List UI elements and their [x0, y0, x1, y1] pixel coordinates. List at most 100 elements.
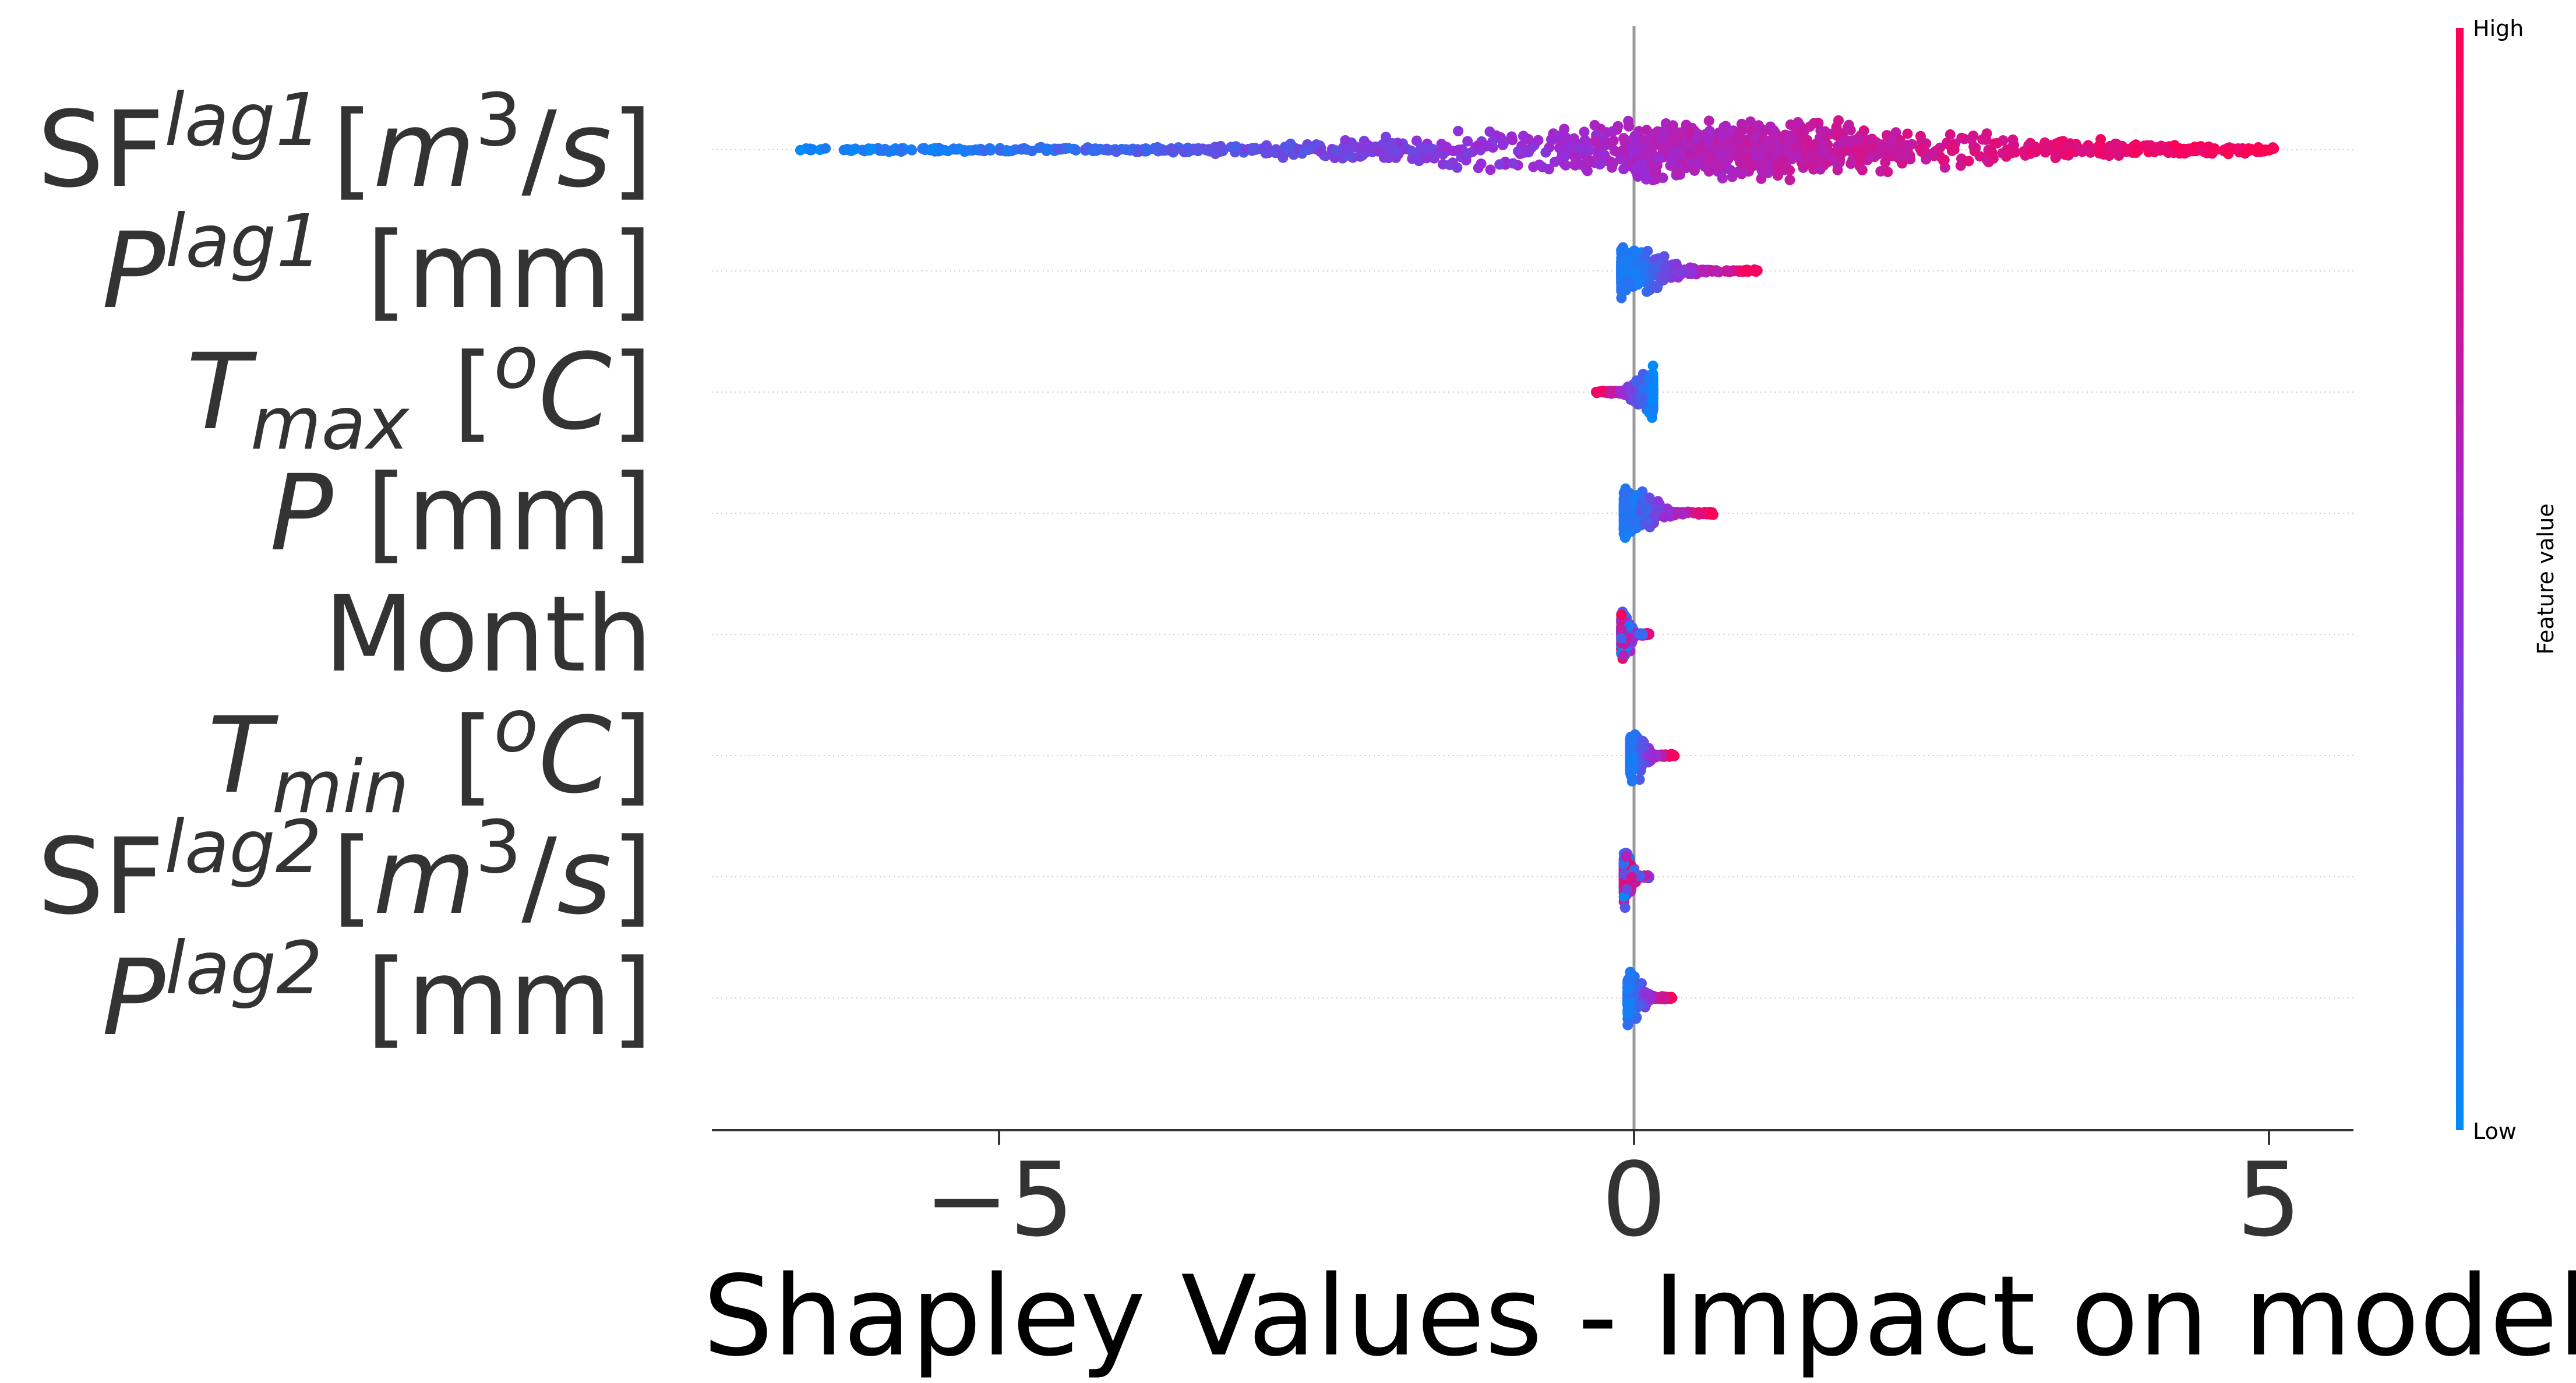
shap-point — [1664, 750, 1675, 761]
shap-point — [1624, 276, 1635, 287]
shap-point — [979, 146, 990, 157]
shap-point — [1148, 143, 1159, 154]
shap-point — [1002, 145, 1013, 156]
shap-point — [1637, 260, 1647, 271]
shap-point — [1498, 137, 1509, 149]
shap-point — [1476, 158, 1487, 170]
shap-point — [1623, 1017, 1634, 1028]
x-axis-ticks: −5 0 5 — [924, 1130, 2302, 1259]
shap-point — [1726, 144, 1737, 155]
colorbar-high-label: High — [2473, 16, 2524, 41]
shap-point — [1608, 135, 1619, 146]
shap-point — [1644, 492, 1655, 503]
shap-point — [1947, 140, 1959, 151]
shap-point — [2093, 147, 2104, 158]
colorbar-title: Feature value — [2533, 503, 2559, 654]
shap-point — [1579, 135, 1590, 146]
shap-point — [1629, 245, 1640, 256]
feature-label: Tmin [oC] — [208, 684, 652, 830]
colorbar: High Low Feature value — [2456, 16, 2559, 1144]
shap-point — [1407, 146, 1418, 157]
shap-point — [1641, 286, 1652, 297]
shap-point — [1792, 117, 1804, 128]
feature-label: SFlag2 [m3/s] — [37, 805, 652, 938]
shap-point — [906, 144, 917, 155]
shap-point — [1820, 148, 1831, 159]
shap-point — [2243, 145, 2254, 156]
shap-point — [1629, 130, 1640, 142]
shap-point — [1739, 266, 1750, 277]
shap-point — [1331, 145, 1342, 156]
shap-point — [1341, 143, 1352, 154]
shap-point — [1741, 138, 1752, 149]
shap-point — [1718, 154, 1730, 164]
shap-point — [1052, 143, 1063, 154]
shap-point — [1645, 146, 1656, 157]
shap-point — [1654, 152, 1665, 163]
shap-point — [820, 143, 831, 154]
shap-point — [1631, 161, 1642, 172]
shap-point — [1681, 163, 1692, 174]
shap-point — [1712, 266, 1723, 277]
shap-point — [1624, 383, 1635, 394]
shap-point — [1859, 146, 1870, 157]
shap-point — [954, 144, 965, 155]
shap-point — [1484, 126, 1495, 137]
shap-point — [1795, 128, 1806, 139]
shap-point — [1582, 156, 1593, 167]
shap-point — [1632, 979, 1643, 989]
shap-point — [1612, 121, 1624, 132]
shap-point — [1643, 373, 1654, 383]
shap-point — [1596, 386, 1607, 397]
shap-point — [1631, 377, 1642, 387]
shap-point — [1624, 620, 1635, 631]
shap-point — [1481, 141, 1492, 152]
shap-point — [1690, 157, 1701, 168]
shap-point — [1693, 507, 1705, 518]
shap-point — [2052, 150, 2063, 161]
shap-point — [1625, 966, 1636, 978]
shap-point — [1621, 884, 1632, 895]
shap-point — [1758, 167, 1769, 178]
shap-point — [1815, 125, 1826, 136]
shap-point — [1616, 633, 1627, 644]
shap-point — [1997, 148, 2008, 159]
shap-point — [2095, 134, 2106, 145]
shap-point — [1247, 143, 1258, 154]
shap-point — [2169, 140, 2180, 151]
shap-point — [1428, 149, 1439, 160]
shap-point — [1625, 735, 1636, 746]
shap-point — [1204, 146, 1215, 157]
shap-point — [1635, 871, 1646, 882]
shap-point — [857, 144, 868, 156]
shap-point — [2209, 143, 2220, 154]
shap-point — [1638, 393, 1649, 404]
shap-point — [2040, 140, 2051, 151]
shap-point — [1624, 999, 1635, 1010]
shap-point — [894, 144, 905, 155]
shap-point — [1926, 149, 1937, 160]
colorbar-gradient — [2456, 28, 2464, 1130]
shap-point — [1805, 121, 1816, 132]
shap-point — [1897, 151, 1908, 162]
shap-point — [1621, 851, 1632, 862]
shap-point — [1684, 149, 1695, 160]
shap-point — [1773, 161, 1784, 172]
shap-point — [1485, 164, 1496, 175]
shap-point — [1752, 150, 1763, 161]
shap-point — [1590, 135, 1601, 146]
shap-point — [1876, 139, 1887, 150]
shap-point — [1639, 251, 1650, 262]
shap-point — [1641, 125, 1652, 136]
shap-point — [1574, 143, 1585, 153]
shap-point — [1680, 140, 1691, 151]
shap-point — [2233, 143, 2243, 154]
shap-point — [1968, 141, 1979, 152]
shap-point — [1770, 128, 1781, 139]
shap-point — [1842, 122, 1853, 133]
shap-point — [1850, 144, 1861, 156]
shap-point — [2006, 144, 2017, 156]
shap-point — [1880, 157, 1891, 168]
shap-point — [1692, 133, 1703, 144]
